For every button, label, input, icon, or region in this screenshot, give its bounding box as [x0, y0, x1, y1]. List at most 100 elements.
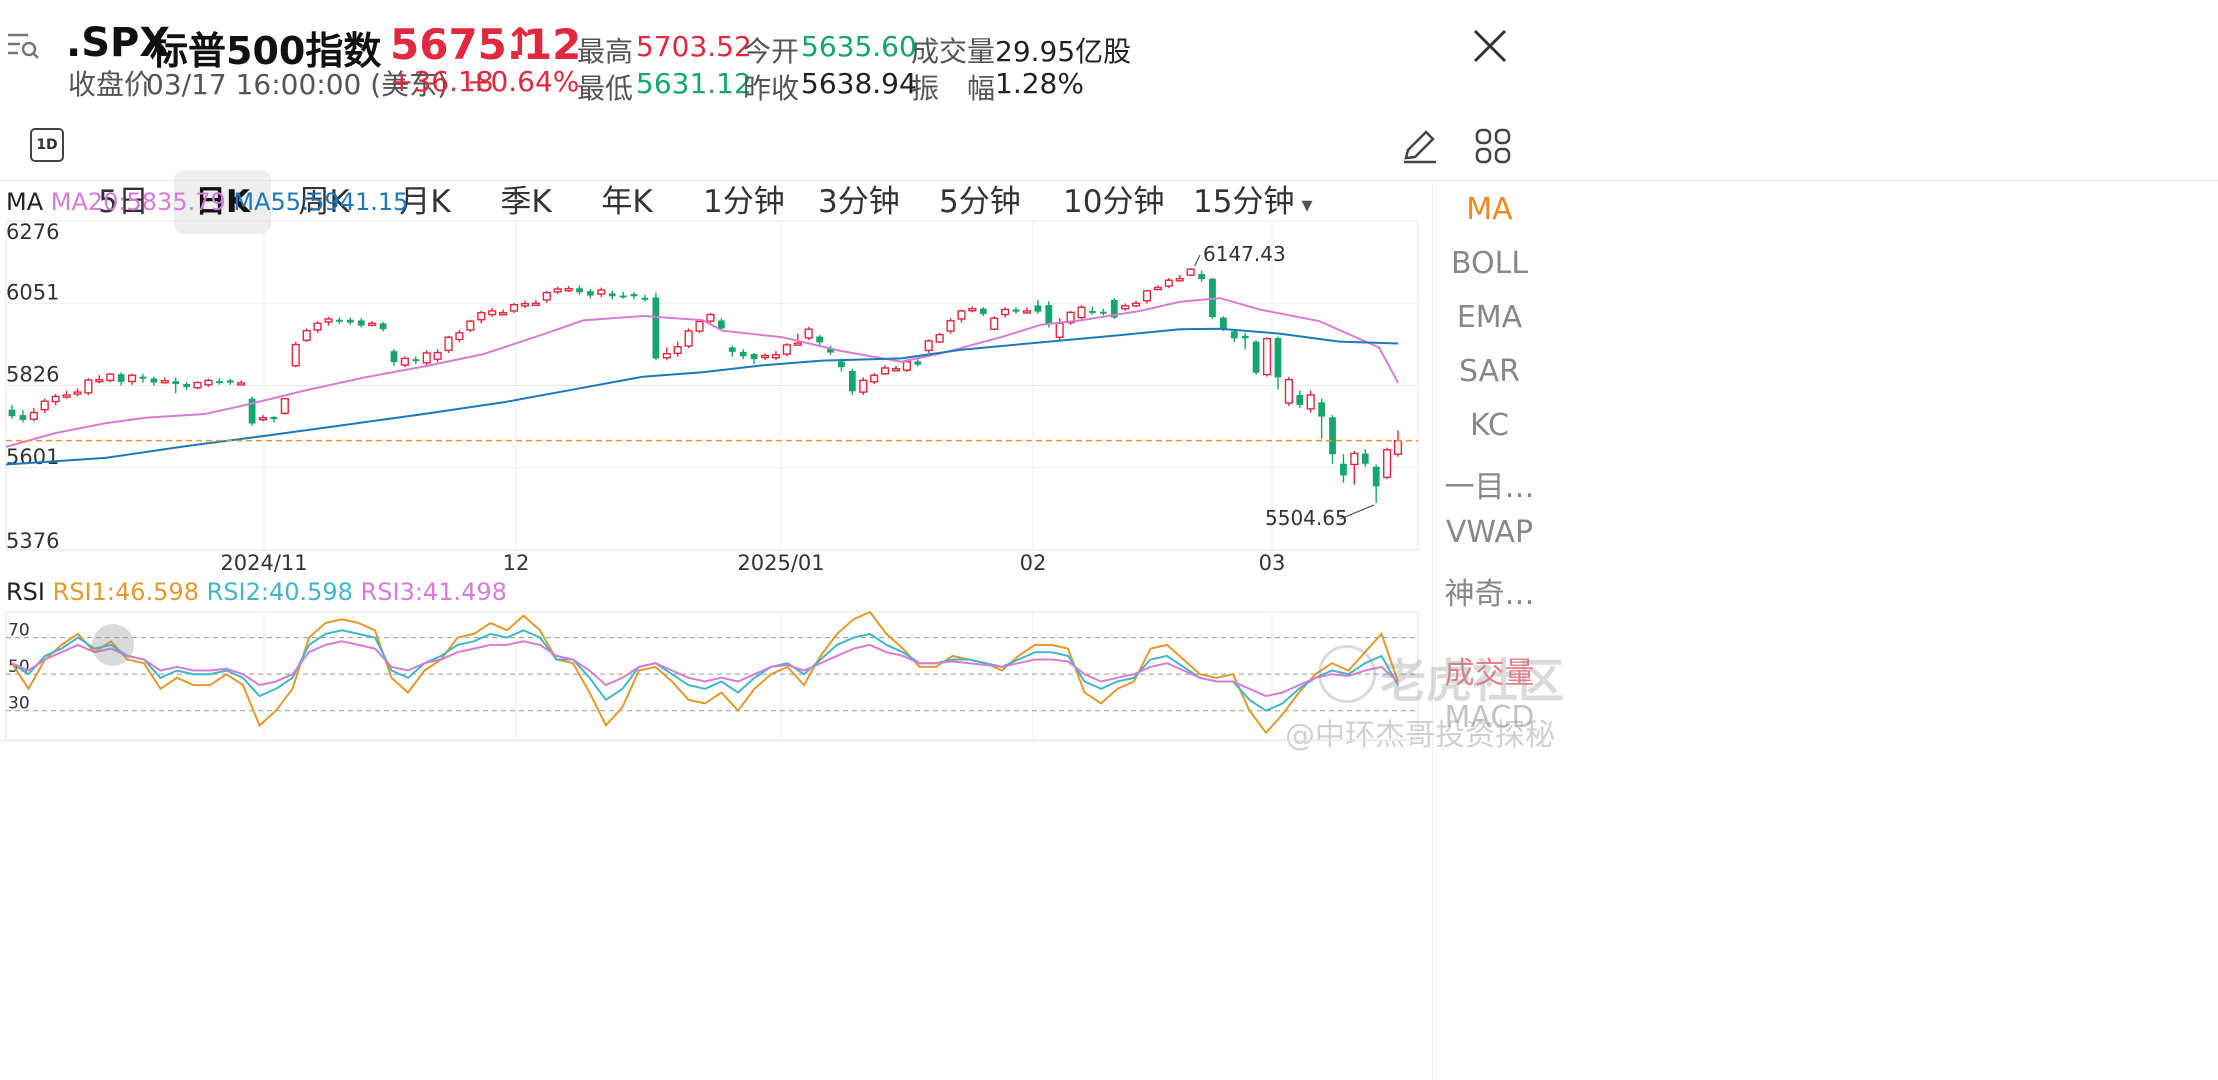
tab-3[interactable]: 月K — [394, 170, 456, 234]
tab-1d[interactable]: 1D — [30, 128, 64, 162]
indicator-0[interactable]: MA — [1466, 192, 1513, 227]
candle-body-up — [324, 318, 333, 323]
tab-label: 3分钟 — [818, 184, 900, 220]
candle-body-up — [95, 378, 104, 383]
candle-body-up — [870, 374, 879, 383]
candle-body-down — [816, 336, 823, 343]
candle-body-up — [990, 317, 999, 330]
candle-body-up — [706, 313, 715, 322]
indicator-6[interactable]: VWAP — [1445, 515, 1534, 550]
candle-body-up — [1262, 338, 1272, 376]
candle-body-up — [51, 395, 60, 403]
tab-4[interactable]: 季K — [493, 170, 559, 234]
candle-body-up — [1393, 439, 1403, 455]
candle-body-down — [379, 323, 387, 330]
candle-body-up — [40, 400, 49, 411]
candle-body-up — [73, 391, 82, 395]
candle-body-up — [673, 346, 682, 355]
candle-body-up — [1022, 310, 1032, 314]
candle-body-down — [1110, 299, 1118, 318]
tab-6[interactable]: 1分钟 — [703, 170, 785, 234]
candle-body-up — [400, 357, 409, 366]
volume-value: 29.95亿股 — [995, 35, 1132, 68]
candle-body-up — [499, 312, 508, 316]
ticker-name: 标普500指数 — [150, 29, 382, 73]
candle-body-down — [215, 381, 223, 384]
candle-body-down — [1329, 417, 1336, 455]
menu-search-icon[interactable] — [6, 28, 40, 62]
candle-body-down — [728, 347, 736, 352]
candle-body-up — [924, 340, 933, 352]
candle-body-up — [902, 361, 911, 371]
indicator-3[interactable]: SAR — [1459, 354, 1520, 389]
candle-body-up — [1131, 302, 1141, 307]
candle-body-down — [848, 370, 856, 392]
indicator-4[interactable]: KC — [1470, 408, 1509, 443]
candle-body-down — [717, 320, 725, 329]
indicator-5[interactable]: 一目… — [1444, 470, 1535, 505]
candle-body-up — [127, 374, 137, 383]
volume-label: 成交量 — [911, 35, 996, 68]
close-time: 03/17 16:00:00 (美东) — [146, 68, 449, 101]
candle-body-up — [804, 328, 813, 339]
candle-body-down — [750, 354, 758, 360]
candle-body-down — [641, 297, 649, 300]
ma20-legend: MA20:5835.79 — [50, 188, 226, 216]
candle-body-down — [336, 319, 343, 322]
candle-body-up — [193, 381, 202, 389]
tab-0[interactable]: 5日 — [96, 170, 151, 234]
candle-body-up — [1164, 279, 1173, 287]
candle-body-up — [793, 342, 802, 346]
tab-5[interactable]: 年K — [594, 170, 660, 234]
open-label: 今开 — [743, 35, 800, 68]
tab-label: 月K — [399, 184, 451, 220]
tab-label: 5日 — [98, 184, 149, 220]
tab-label: 5分钟 — [939, 184, 1021, 220]
bottom-edge-ticks — [0, 740, 1420, 741]
caret-down-icon: ▾ — [1294, 193, 1313, 218]
draw-pen-icon[interactable] — [1400, 126, 1440, 166]
candle-body-down — [412, 359, 420, 362]
candle-body-up — [1383, 449, 1392, 478]
tab-1d-label: 1D — [36, 137, 58, 153]
indicator-2[interactable]: EMA — [1456, 300, 1523, 335]
rsi3-legend: RSI3:41.498 — [360, 578, 507, 606]
tab-7[interactable]: 3分钟 — [818, 170, 900, 234]
candle-body-up — [1001, 308, 1010, 316]
high-annotation-leader — [1194, 254, 1201, 267]
candle-body-up — [1350, 452, 1359, 466]
candle-body-down — [139, 376, 147, 379]
tab-10[interactable]: 15分钟 ▾ — [1193, 170, 1313, 234]
candle-body-up — [477, 312, 486, 321]
candle-body-up — [466, 320, 475, 331]
indicator-1[interactable]: BOLL — [1450, 246, 1529, 281]
ma20-line — [5, 297, 1399, 448]
indicator-7[interactable]: 神奇… — [1444, 577, 1535, 612]
candle-body-up — [1284, 378, 1293, 404]
indicator-9[interactable]: MACD — [1444, 700, 1535, 735]
candle-body-down — [150, 378, 158, 383]
candle-body-down — [652, 297, 660, 359]
candle-body-up — [84, 379, 93, 394]
candle-body-up — [542, 291, 551, 301]
amplitude-value: 1.28% — [995, 67, 1084, 100]
candle-body-up — [957, 310, 966, 320]
tab-8[interactable]: 5分钟 — [939, 170, 1021, 234]
indicator-8[interactable]: 成交量 — [1444, 656, 1535, 691]
price-change: +36.18 — [390, 65, 494, 98]
candle-body-down — [587, 291, 594, 296]
price-axis-tick: 5601 — [6, 445, 59, 469]
candle-body-down — [1099, 311, 1107, 314]
price-axis-tick: 5826 — [6, 363, 59, 387]
tab-label: 季K — [500, 184, 552, 220]
tab-2[interactable]: 周K — [292, 170, 356, 234]
candle-body-up — [488, 310, 497, 316]
tab-9[interactable]: 10分钟 — [1063, 170, 1164, 234]
close-icon[interactable] — [1470, 26, 1510, 66]
price-up-arrow-icon: ↑ — [504, 20, 536, 64]
crosshair-handle[interactable] — [92, 624, 134, 666]
tab-label: 年K — [601, 184, 653, 220]
layout-grid-icon[interactable] — [1473, 126, 1513, 166]
header-divider — [0, 180, 2218, 181]
